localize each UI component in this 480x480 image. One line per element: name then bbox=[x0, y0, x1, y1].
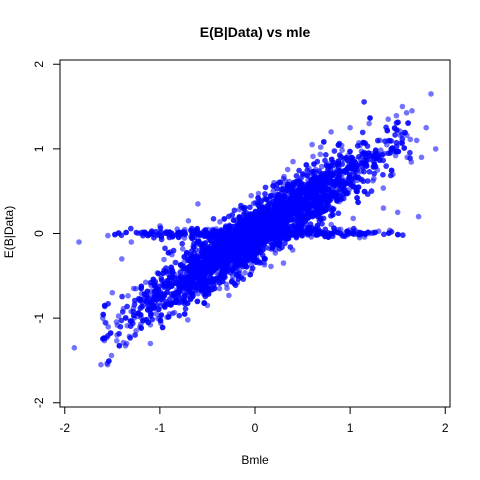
data-point bbox=[137, 305, 144, 312]
data-point bbox=[240, 276, 247, 282]
data-point bbox=[335, 210, 342, 217]
data-point bbox=[162, 304, 168, 310]
data-point bbox=[158, 275, 165, 282]
data-point bbox=[226, 292, 232, 299]
data-point bbox=[119, 309, 126, 315]
data-point bbox=[249, 265, 256, 272]
data-point bbox=[125, 293, 131, 299]
data-point bbox=[361, 168, 367, 175]
data-point bbox=[304, 167, 311, 173]
data-point bbox=[382, 138, 388, 144]
data-point bbox=[217, 219, 223, 225]
data-point bbox=[350, 225, 357, 232]
data-point bbox=[117, 324, 124, 330]
data-point bbox=[359, 160, 366, 166]
data-point bbox=[130, 285, 137, 292]
data-point bbox=[371, 170, 378, 177]
data-point bbox=[162, 245, 168, 252]
data-point bbox=[339, 147, 345, 153]
data-point bbox=[274, 185, 280, 192]
data-point bbox=[268, 263, 274, 270]
data-point bbox=[108, 352, 115, 359]
data-point bbox=[323, 152, 329, 158]
data-point bbox=[392, 132, 398, 138]
data-point bbox=[242, 270, 248, 276]
data-point bbox=[354, 143, 361, 149]
data-point bbox=[128, 225, 134, 232]
data-point bbox=[350, 215, 357, 222]
data-point bbox=[163, 298, 170, 305]
data-point bbox=[124, 303, 130, 310]
data-point bbox=[262, 184, 269, 191]
data-point bbox=[317, 144, 324, 150]
data-point bbox=[380, 185, 387, 191]
data-point bbox=[127, 335, 133, 341]
data-point bbox=[229, 212, 236, 218]
data-point bbox=[364, 178, 371, 184]
data-point bbox=[105, 324, 111, 330]
data-point bbox=[118, 317, 125, 324]
data-point bbox=[173, 259, 179, 266]
data-point bbox=[284, 166, 291, 173]
y-axis-label: E(B|Data) bbox=[2, 206, 16, 258]
data-point bbox=[176, 312, 183, 319]
data-point bbox=[370, 178, 376, 184]
data-point bbox=[361, 99, 367, 105]
data-point bbox=[216, 285, 223, 292]
data-point bbox=[388, 138, 394, 144]
data-point bbox=[105, 232, 111, 239]
x-axis-label: Bmle bbox=[241, 453, 269, 467]
data-point bbox=[366, 169, 373, 175]
data-point bbox=[247, 204, 253, 211]
data-point bbox=[179, 240, 185, 247]
data-point bbox=[322, 157, 328, 164]
data-point bbox=[392, 152, 399, 159]
data-point bbox=[149, 316, 156, 323]
data-point bbox=[179, 246, 186, 252]
data-point bbox=[307, 221, 314, 227]
data-point bbox=[248, 192, 254, 199]
data-point bbox=[287, 244, 294, 250]
data-point bbox=[119, 293, 125, 300]
data-point bbox=[151, 235, 157, 241]
data-point bbox=[400, 232, 406, 238]
data-point bbox=[278, 186, 285, 192]
data-point bbox=[132, 332, 138, 338]
data-point bbox=[182, 231, 188, 237]
data-point bbox=[262, 191, 268, 197]
data-point bbox=[182, 306, 189, 312]
data-point bbox=[407, 136, 414, 143]
data-point bbox=[231, 207, 238, 214]
data-point bbox=[210, 216, 217, 222]
data-point bbox=[336, 152, 343, 158]
data-point bbox=[393, 139, 400, 146]
data-point bbox=[356, 154, 362, 160]
points-layer bbox=[71, 91, 439, 368]
data-point bbox=[381, 231, 387, 238]
data-point bbox=[368, 188, 375, 194]
data-point bbox=[153, 311, 159, 317]
data-point bbox=[310, 153, 316, 160]
data-point bbox=[359, 129, 366, 136]
data-point bbox=[393, 112, 400, 119]
data-point bbox=[317, 151, 324, 158]
data-point bbox=[257, 259, 264, 266]
data-point bbox=[380, 172, 386, 178]
data-point bbox=[185, 317, 191, 323]
data-point bbox=[115, 313, 122, 319]
data-point bbox=[403, 110, 410, 116]
data-point bbox=[181, 292, 188, 298]
data-point bbox=[161, 256, 167, 263]
data-point bbox=[255, 190, 262, 197]
data-point bbox=[296, 167, 302, 174]
data-point bbox=[375, 137, 381, 144]
data-point bbox=[114, 338, 120, 344]
data-point bbox=[142, 279, 149, 286]
data-point bbox=[170, 247, 177, 254]
chart-title: E(B|Data) vs mle bbox=[200, 24, 311, 40]
data-point bbox=[318, 163, 325, 170]
data-point bbox=[177, 269, 183, 276]
data-point bbox=[383, 163, 390, 169]
